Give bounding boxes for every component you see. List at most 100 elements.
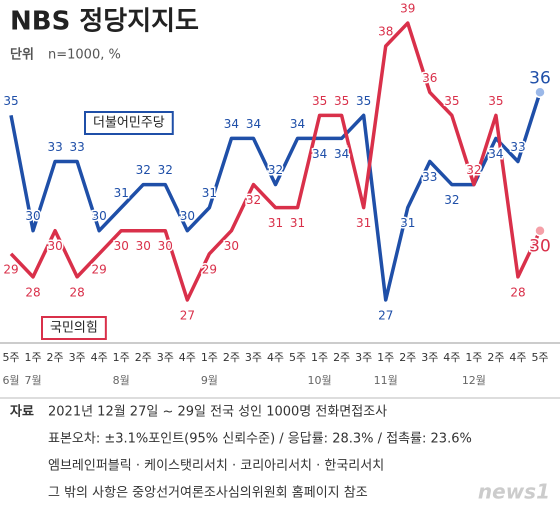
data-label: 34: [246, 117, 261, 131]
data-label: 33: [422, 170, 437, 184]
data-label: 36: [422, 71, 437, 85]
month-label: 7월: [24, 374, 41, 387]
x-tick-label: 4주: [267, 351, 284, 364]
x-tick-label: 3주: [355, 351, 372, 364]
data-label: 28: [25, 285, 40, 299]
data-label: 35: [334, 94, 349, 108]
x-tick-label: 4주: [443, 351, 460, 364]
legend-label: 더불어민주당: [93, 116, 165, 131]
data-label: 32: [246, 193, 261, 207]
data-label: 32: [466, 163, 481, 177]
data-label: 30: [25, 209, 40, 223]
x-tick-label: 5주: [289, 351, 306, 364]
data-label: 38: [378, 25, 393, 39]
data-label: 32: [268, 163, 283, 177]
data-label: 31: [356, 216, 371, 230]
data-label: 29: [202, 262, 217, 276]
data-label: 30: [92, 209, 107, 223]
data-label: 30: [158, 239, 173, 253]
x-tick-label: 5주: [2, 351, 19, 364]
data-label: 39: [400, 2, 415, 16]
data-label: 35: [444, 94, 459, 108]
data-label: 34: [312, 147, 327, 161]
data-label: 30: [529, 237, 551, 257]
data-label: 34: [488, 147, 503, 161]
data-label: 35: [356, 94, 371, 108]
x-tick-label: 1주: [465, 351, 482, 364]
data-label: 31: [114, 186, 129, 200]
plot: 35 30 33 33 30 31 32 32 30 31 34 34 32 34 34 34 35 27 31 33…: [2, 0, 552, 324]
data-label: 35: [312, 94, 327, 108]
data-label: 27: [378, 308, 393, 322]
month-label: 8월: [113, 374, 130, 387]
month-label: 10월: [308, 374, 332, 387]
data-label: 34: [334, 147, 349, 161]
x-tick-label: 4주: [91, 351, 108, 364]
data-label: 31: [202, 186, 217, 200]
month-label: 11월: [374, 374, 398, 387]
source-label: 자료: [10, 405, 34, 420]
x-tick-label: 4주: [509, 351, 526, 364]
data-label: 29: [92, 262, 107, 276]
data-label: 30: [114, 239, 129, 253]
legend-box: [84, 111, 174, 135]
x-tick-label: 2주: [333, 351, 350, 364]
source: 2021년 12월 27일 ~ 29일 전국 성인 1000명 전화면접조사: [48, 405, 387, 420]
data-label: 31: [400, 216, 415, 230]
footer-line: 엠브레인퍼블릭 · 케이스탯리서치 · 코리아리서치 · 한국리서치: [48, 459, 384, 474]
x-tick-label: 1주: [201, 351, 218, 364]
data-label: 31: [268, 216, 283, 230]
data-label: 32: [444, 193, 459, 207]
month-label: 9월: [201, 374, 218, 387]
data-label: 34: [224, 117, 239, 131]
x-tick-label: 1주: [24, 351, 41, 364]
x-tick-label: 3주: [69, 351, 86, 364]
data-label: 30: [224, 239, 239, 253]
month-label: 6월: [2, 374, 19, 387]
data-label: 36: [529, 68, 551, 88]
data-label: 28: [510, 285, 525, 299]
legend-label: 국민의힘: [50, 321, 98, 336]
x-tick-label: 3주: [157, 351, 174, 364]
data-label: 32: [466, 163, 481, 177]
x-tick-label: 3주: [245, 351, 262, 364]
x-tick-label: 3주: [421, 351, 438, 364]
series-line: [9, 21, 542, 302]
data-label: 35: [488, 94, 503, 108]
x-tick-label: 1주: [311, 351, 328, 364]
logo: news1: [478, 480, 550, 504]
data-label: 28: [69, 285, 84, 299]
data-label: 30: [47, 239, 62, 253]
data-label: 30: [136, 239, 151, 253]
data-label: 29: [3, 262, 18, 276]
x-tick-label: 2주: [47, 351, 64, 364]
data-label: 31: [290, 216, 305, 230]
data-label: 27: [180, 308, 195, 322]
subtitle: n=1000, %: [48, 48, 121, 63]
legend-box: [41, 316, 107, 340]
data-label: 35: [3, 94, 18, 108]
x-tick-label: 2주: [399, 351, 416, 364]
x-tick-label: 5주: [531, 351, 548, 364]
x-tick-label: 4주: [179, 351, 196, 364]
footer-line: 그 밖의 사항은 중앙선거여론조사심의위원회 홈페이지 참조: [48, 486, 368, 501]
footer-line: 표본오차: ±3.1%포인트(95% 신뢰수준) / 응답률: 28.3% / …: [48, 432, 472, 447]
month-label: 12월: [462, 374, 486, 387]
data-label: 33: [69, 140, 84, 154]
data-label: 32: [136, 163, 151, 177]
series-line: [9, 91, 542, 302]
x-tick-label: 1주: [377, 351, 394, 364]
data-label: 33: [510, 140, 525, 154]
data-label: 34: [290, 117, 305, 131]
x-tick-label: 1주: [113, 351, 130, 364]
end-point: [534, 86, 546, 99]
end-point: [534, 224, 546, 237]
data-label: 33: [47, 140, 62, 154]
x-tick-label: 2주: [223, 351, 240, 364]
subtitle-label: 단위: [10, 47, 34, 63]
x-tick-label: 2주: [135, 351, 152, 364]
x-tick-label: 2주: [487, 351, 504, 364]
data-label: 32: [158, 163, 173, 177]
chart-title: NBS 정당지지도: [10, 7, 199, 37]
